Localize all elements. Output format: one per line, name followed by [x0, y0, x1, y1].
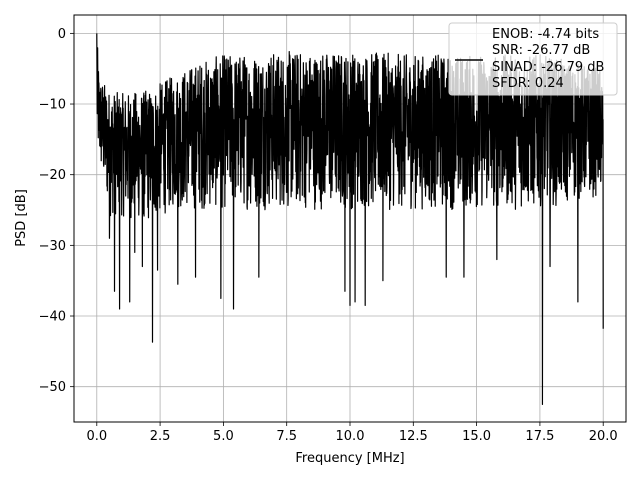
- x-tick-label: 0.0: [86, 429, 107, 444]
- legend-sfdr: SFDR: 0.24: [492, 76, 564, 91]
- x-tick-label: 15.0: [462, 429, 491, 444]
- axis-ticks: 0.0 2.5 5.0 7.5 10.0 12.5 15.0 17.5 20.0 0 −10 −20 −…: [39, 27, 618, 444]
- y-tick-label: 0: [58, 27, 66, 42]
- x-tick-label: 5.0: [213, 429, 234, 444]
- legend-sinad: SINAD: -26.79 dB: [492, 60, 604, 75]
- y-axis-label: PSD [dB]: [14, 189, 29, 247]
- plot-frame: [73, 14, 627, 423]
- legend-snr: SNR: -26.77 dB: [492, 43, 590, 58]
- x-tick-label: 2.5: [150, 429, 171, 444]
- x-tick-label: 10.0: [336, 429, 365, 444]
- y-tick-label: −10: [39, 98, 66, 113]
- legend: ENOB: -4.74 bits SNR: -26.77 dB SINAD: -…: [448, 22, 618, 96]
- legend-enob: ENOB: -4.74 bits: [492, 27, 599, 42]
- y-tick-label: −30: [39, 239, 66, 254]
- x-tick-label: 17.5: [525, 429, 554, 444]
- x-tick-label: 20.0: [589, 429, 618, 444]
- y-tick-label: −20: [39, 168, 66, 183]
- legend-box: [448, 22, 618, 96]
- y-tick-label: −50: [39, 380, 66, 395]
- y-tick-label: −40: [39, 310, 66, 325]
- x-tick-label: 12.5: [399, 429, 428, 444]
- x-tick-label: 7.5: [276, 429, 297, 444]
- x-axis-label: Frequency [MHz]: [295, 451, 404, 466]
